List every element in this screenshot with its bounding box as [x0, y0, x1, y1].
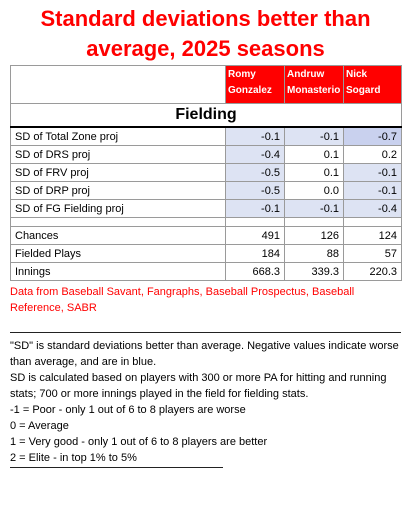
- table-row: SD of Total Zone proj -0.1 -0.1 -0.7: [10, 126, 402, 146]
- table-row: Fielded Plays 184 88 57: [10, 244, 402, 263]
- row-label: SD of DRS proj: [10, 145, 226, 164]
- value-cell: 57: [343, 244, 402, 263]
- value-cell: 126: [284, 226, 344, 245]
- value-cell: 339.3: [284, 262, 344, 281]
- row-label: SD of FG Fielding proj: [10, 199, 226, 218]
- source-note: Data from Baseball Savant, Fangraphs, Ba…: [10, 286, 355, 314]
- value-cell: -0.1: [225, 126, 285, 146]
- row-label: SD of DRP proj: [10, 181, 226, 200]
- note-sd-definition: "SD" is standard deviations better than …: [10, 340, 399, 368]
- note-scale-elite: 2 = Elite - in top 1% to 5%: [10, 452, 137, 464]
- row-label: SD of FRV proj: [10, 163, 226, 182]
- table-row: SD of DRP proj -0.5 0.0 -0.1: [10, 181, 402, 200]
- player-header-monasterio: Andruw Monasterio: [284, 65, 344, 104]
- value-cell: -0.4: [343, 199, 402, 218]
- table-row: SD of FRV proj -0.5 0.1 -0.1: [10, 163, 402, 182]
- table-row: SD of DRS proj -0.4 0.1 0.2: [10, 145, 402, 164]
- table-row: Chances 491 126 124: [10, 226, 402, 245]
- value-cell: -0.1: [343, 163, 402, 182]
- notes-block: "SD" is standard deviations better than …: [10, 332, 401, 468]
- value-cell: -0.1: [225, 199, 285, 218]
- table-row: SD of FG Fielding proj -0.1 -0.1 -0.4: [10, 199, 402, 218]
- value-cell: 0.2: [343, 145, 402, 164]
- value-cell: 0.0: [284, 181, 344, 200]
- row-label: Fielded Plays: [10, 244, 226, 263]
- value-cell: -0.7: [343, 126, 402, 146]
- value-cell: 220.3: [343, 262, 402, 281]
- value-cell: 124: [343, 226, 402, 245]
- section-row: Fielding: [10, 103, 402, 128]
- spacer-cell: [343, 217, 402, 227]
- value-cell: -0.4: [225, 145, 285, 164]
- row-label: SD of Total Zone proj: [10, 126, 226, 146]
- note-scale-poor: -1 = Poor - only 1 out of 6 to 8 players…: [10, 404, 246, 416]
- value-cell: -0.1: [343, 181, 402, 200]
- header-row: Romy Gonzalez Andruw Monasterio Nick Sog…: [10, 65, 402, 104]
- spacer-cell: [284, 217, 344, 227]
- value-cell: 0.1: [284, 145, 344, 164]
- stats-table: Romy Gonzalez Andruw Monasterio Nick Sog…: [10, 65, 402, 281]
- value-cell: -0.5: [225, 181, 285, 200]
- note-scale-very-good: 1 = Very good - only 1 out of 6 to 8 pla…: [10, 436, 268, 448]
- row-label: Chances: [10, 226, 226, 245]
- value-cell: 0.1: [284, 163, 344, 182]
- table-row: Innings 668.3 339.3 220.3: [10, 262, 402, 281]
- row-label: Innings: [10, 262, 226, 281]
- player-header-gonzalez: Romy Gonzalez: [225, 65, 285, 104]
- note-scale-average: 0 = Average: [10, 420, 69, 432]
- note-sd-calculation: SD is calculated based on players with 3…: [10, 372, 387, 400]
- page-title: Standard deviations better than average,…: [40, 6, 371, 61]
- section-title: Fielding: [10, 103, 402, 128]
- value-cell: 184: [225, 244, 285, 263]
- value-cell: -0.1: [284, 126, 344, 146]
- value-cell: 88: [284, 244, 344, 263]
- spacer-cell: [10, 217, 226, 227]
- spacer-cell: [225, 217, 285, 227]
- header-blank-cell: [10, 65, 226, 104]
- value-cell: 491: [225, 226, 285, 245]
- value-cell: 668.3: [225, 262, 285, 281]
- value-cell: -0.1: [284, 199, 344, 218]
- spacer-row: [10, 217, 402, 227]
- notes-end-divider: [10, 467, 223, 468]
- player-header-sogard: Nick Sogard: [343, 65, 402, 104]
- value-cell: -0.5: [225, 163, 285, 182]
